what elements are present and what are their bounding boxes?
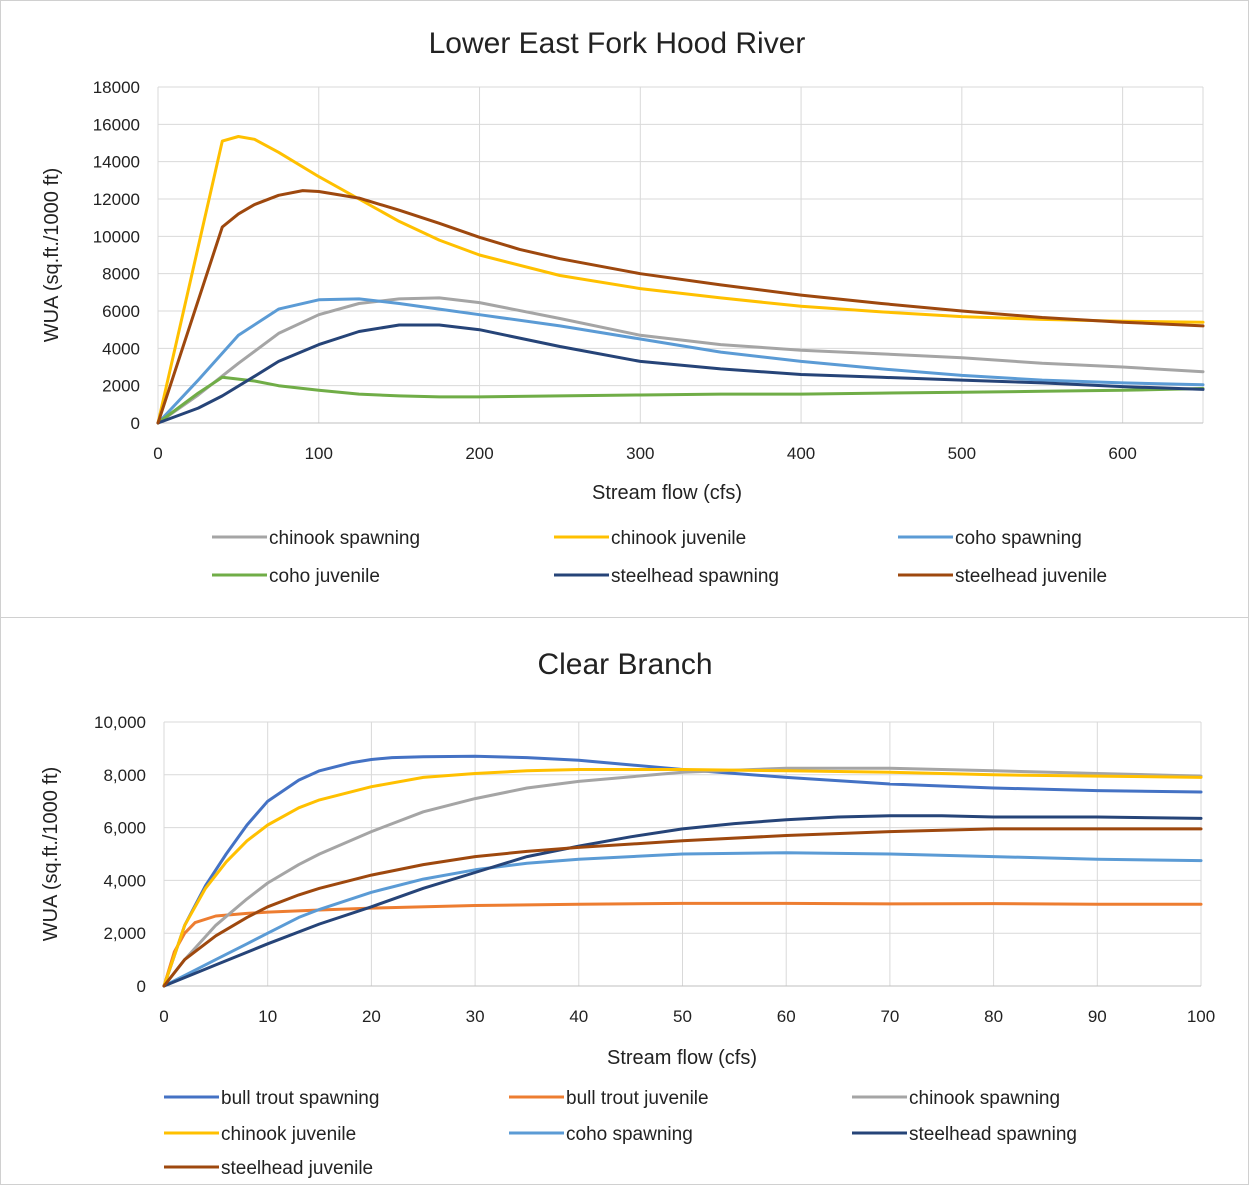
legend-label: chinook juvenile xyxy=(221,1124,356,1145)
legend-label: coho spawning xyxy=(955,528,1082,549)
legend-label: chinook spawning xyxy=(269,528,420,549)
legend-item-steelhead-juvenile: steelhead juvenile xyxy=(898,566,1107,587)
legend-label: chinook juvenile xyxy=(611,528,746,549)
y-tick-label: 0 xyxy=(131,414,140,433)
x-tick-label: 100 xyxy=(1187,1007,1215,1026)
x-tick-label: 600 xyxy=(1108,444,1136,463)
legend-item-coho-juvenile: coho juvenile xyxy=(212,566,380,587)
legend-item-chinook-spawning: chinook spawning xyxy=(852,1088,1060,1109)
chart-panel-lower-east-fork: Lower East Fork Hood River 0 100 200 300 400… xyxy=(0,0,1249,618)
legend-item-chinook-juvenile: chinook juvenile xyxy=(164,1124,356,1145)
legend-label: bull trout spawning xyxy=(221,1088,379,1109)
series-line-steelhead-juvenile xyxy=(162,827,1203,988)
series-line-chinook-spawning xyxy=(162,766,1203,988)
chart-title: Lower East Fork Hood River xyxy=(429,27,806,60)
x-tick-label: 200 xyxy=(465,444,493,463)
legend-item-bull-trout-juvenile: bull trout juvenile xyxy=(509,1088,709,1109)
y-tick-label: 10000 xyxy=(93,227,140,246)
legend-item-coho-spawning: coho spawning xyxy=(509,1124,693,1145)
legend-label: steelhead juvenile xyxy=(955,566,1107,587)
x-tick-label: 40 xyxy=(569,1007,588,1026)
x-tick-label: 20 xyxy=(362,1007,381,1026)
y-tick-label: 6000 xyxy=(102,302,140,321)
chart-svg-lower-east-fork: Lower East Fork Hood River 0 100 200 300 400… xyxy=(41,27,1205,587)
x-tick-label: 0 xyxy=(153,444,162,463)
chart-title: Clear Branch xyxy=(537,648,712,681)
x-tick-label: 70 xyxy=(880,1007,899,1026)
legend-label: steelhead juvenile xyxy=(221,1158,373,1179)
legend-item-bull-trout-spawning: bull trout spawning xyxy=(164,1088,379,1109)
legend-label: coho juvenile xyxy=(269,566,380,587)
x-tick-label: 50 xyxy=(673,1007,692,1026)
series-line-chinook-juvenile xyxy=(156,135,1205,425)
series-line-steelhead-juvenile xyxy=(156,189,1205,425)
y-tick-label: 16000 xyxy=(93,115,140,134)
legend-item-chinook-juvenile: chinook juvenile xyxy=(554,528,746,549)
y-tick-label: 18000 xyxy=(93,78,140,97)
chart-svg-clear-branch: Clear Branch 0 10 20 30 40 50 60 70 80 90 100 0 2,00… xyxy=(40,648,1215,1179)
series-line-steelhead-spawning xyxy=(162,814,1203,988)
y-tick-label: 4,000 xyxy=(103,871,146,890)
y-tick-label: 6,000 xyxy=(103,819,146,838)
legend-label: steelhead spawning xyxy=(909,1124,1077,1145)
y-tick-label: 0 xyxy=(137,977,146,996)
x-tick-label: 400 xyxy=(787,444,815,463)
x-tick-label: 500 xyxy=(948,444,976,463)
x-tick-label: 10 xyxy=(258,1007,277,1026)
x-tick-label: 90 xyxy=(1088,1007,1107,1026)
y-axis-title: WUA (sq.ft./1000 ft) xyxy=(40,767,62,942)
series-line-chinook-spawning xyxy=(156,296,1205,425)
legend-label: coho spawning xyxy=(566,1124,693,1145)
x-tick-label: 60 xyxy=(777,1007,796,1026)
y-tick-label: 12000 xyxy=(93,190,140,209)
series-line-steelhead-spawning xyxy=(156,323,1205,425)
legend-item-chinook-spawning: chinook spawning xyxy=(212,528,420,549)
y-tick-label: 4000 xyxy=(102,339,140,358)
y-tick-label: 10,000 xyxy=(94,713,146,732)
y-tick-label: 2,000 xyxy=(103,924,146,943)
legend-item-steelhead-juvenile: steelhead juvenile xyxy=(164,1158,373,1179)
x-tick-label: 80 xyxy=(984,1007,1003,1026)
legend-item-coho-spawning: coho spawning xyxy=(898,528,1082,549)
series-line-chinook-juvenile xyxy=(162,768,1203,988)
y-tick-label: 8,000 xyxy=(103,766,146,785)
legend-label: bull trout juvenile xyxy=(566,1088,709,1109)
x-axis-title: Stream flow (cfs) xyxy=(592,482,742,504)
y-tick-label: 8000 xyxy=(102,265,140,284)
legend-item-steelhead-spawning: steelhead spawning xyxy=(554,566,779,587)
legend-label: steelhead spawning xyxy=(611,566,779,587)
series-line-coho-spawning xyxy=(156,297,1205,425)
series-line-coho-juvenile xyxy=(156,375,1205,425)
series-line-bull-trout-spawning xyxy=(162,754,1203,988)
y-axis-title: WUA (sq.ft./1000 ft) xyxy=(41,168,63,343)
x-tick-label: 100 xyxy=(305,444,333,463)
series-line-coho-spawning xyxy=(162,851,1203,988)
y-tick-label: 14000 xyxy=(93,153,140,172)
y-tick-label: 2000 xyxy=(102,377,140,396)
legend-label: chinook spawning xyxy=(909,1088,1060,1109)
legend-item-steelhead-spawning: steelhead spawning xyxy=(852,1124,1077,1145)
x-tick-label: 30 xyxy=(466,1007,485,1026)
x-tick-label: 0 xyxy=(159,1007,168,1026)
chart-panel-clear-branch: Clear Branch 0 10 20 30 40 50 60 70 80 90 100 0 2,00… xyxy=(0,617,1249,1185)
x-axis-title: Stream flow (cfs) xyxy=(607,1047,757,1069)
x-tick-label: 300 xyxy=(626,444,654,463)
